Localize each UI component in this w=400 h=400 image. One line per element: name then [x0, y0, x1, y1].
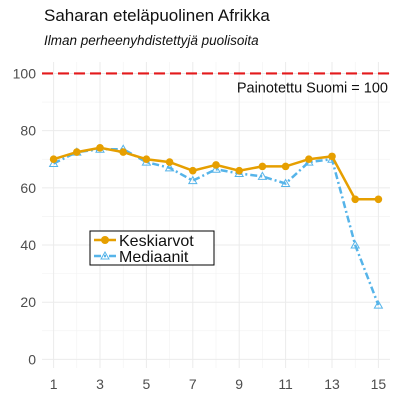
chart-title: Saharan eteläpuolinen Afrikka: [44, 6, 270, 25]
data-point-keskiarvot: [258, 162, 267, 171]
chart-subtitle: Ilman perheenyhdistettyjä puolisoita: [44, 33, 259, 48]
data-point-keskiarvot: [351, 195, 360, 204]
legend: Keskiarvot Mediaanit: [89, 230, 215, 266]
data-point-keskiarvot: [165, 158, 174, 166]
data-point-mediaanit: [280, 178, 291, 188]
reference-line-label: Painotettu Suomi = 100: [237, 80, 388, 96]
y-tick-label: 100: [13, 65, 37, 81]
y-tick-label: 20: [20, 294, 36, 310]
legend-label-keskiarvot: Keskiarvot: [119, 233, 194, 250]
data-point-keskiarvot: [189, 166, 197, 175]
data-point-keskiarvot: [96, 143, 104, 152]
x-tick-label: 5: [143, 376, 151, 392]
data-point-keskiarvot: [305, 155, 313, 164]
data-point-keskiarvot: [328, 152, 336, 161]
data-point-keskiarvot: [235, 166, 243, 175]
x-tick-label: 7: [189, 376, 197, 392]
data-point-mediaanit: [350, 240, 361, 249]
data-point-mediaanit: [187, 175, 198, 185]
y-tick-label: 40: [20, 237, 36, 253]
data-point-keskiarvot: [119, 148, 127, 156]
legend-marker-mediaanit: [100, 250, 110, 260]
data-point-keskiarvot: [73, 148, 81, 156]
legend-marker-keskiarvot: [101, 236, 109, 244]
legend-label-mediaanit: Mediaanit: [119, 249, 189, 266]
data-point-mediaanit: [257, 171, 268, 180]
x-tick-label: 9: [235, 376, 243, 392]
data-point-keskiarvot: [142, 155, 151, 164]
data-point-keskiarvot: [281, 162, 290, 171]
x-tick-label: 13: [324, 376, 340, 392]
data-point-mediaanit: [48, 158, 59, 168]
data-point-mediaanit: [373, 300, 384, 309]
x-tick-label: 11: [278, 376, 293, 392]
x-tick-label: 15: [371, 376, 387, 392]
y-tick-label: 60: [20, 180, 36, 196]
series-layer: [48, 143, 384, 309]
legend-box: [89, 230, 215, 266]
data-point-mediaanit: [211, 164, 221, 173]
x-axis-tick-labels: 1 3 5 7 9 11 13 15: [50, 376, 387, 392]
data-point-keskiarvot: [374, 195, 383, 204]
y-tick-label: 0: [28, 351, 36, 367]
data-point-keskiarvot: [212, 161, 220, 169]
x-tick-label: 1: [50, 376, 58, 392]
x-tick-label: 3: [96, 376, 104, 392]
data-point-keskiarvot: [49, 155, 58, 164]
y-axis-tick-labels: 0 20 40 60 80 100: [13, 65, 37, 367]
y-tick-label: 80: [20, 123, 36, 139]
minor-gridlines: [42, 62, 390, 368]
data-point-mediaanit: [164, 162, 175, 172]
